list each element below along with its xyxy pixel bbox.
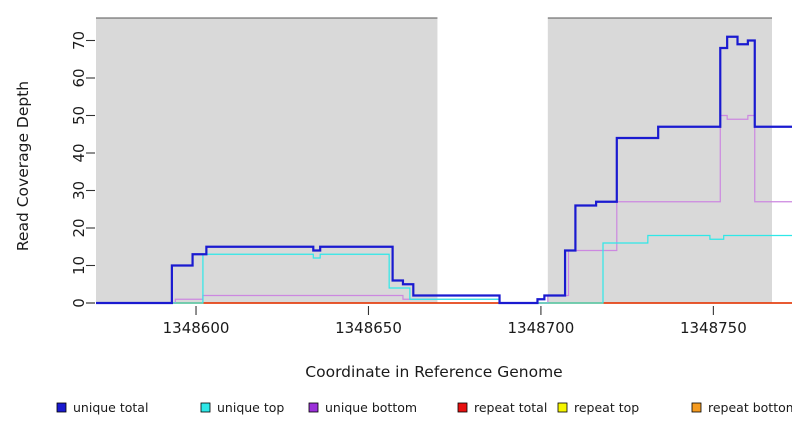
y-axis-tick-label: 50 (70, 106, 88, 125)
legend-item-unique-bottom[interactable]: unique bottom (308, 400, 417, 415)
x-axis-tick-label: 1348650 (335, 319, 402, 337)
legend: unique total unique top unique bottom repea… (56, 400, 792, 415)
legend-label: repeat bottom (708, 400, 792, 415)
legend-swatch (691, 402, 702, 413)
x-axis-tick-label: 1348600 (163, 319, 230, 337)
legend-label: unique bottom (325, 400, 417, 415)
legend-item-repeat-bottom[interactable]: repeat bottom (691, 400, 792, 415)
series-group (96, 35, 792, 305)
shaded-regions (96, 18, 772, 303)
y-axis-tick-label: 10 (70, 256, 88, 275)
legend-item-repeat-total[interactable]: repeat total (457, 400, 547, 415)
legend-swatch (557, 402, 568, 413)
y-axis-tick-label: 20 (70, 218, 88, 237)
y-axis-tick-label: 30 (70, 181, 88, 200)
x-axis-tick-label: 1348750 (680, 319, 747, 337)
x-axis-title: Coordinate in Reference Genome (305, 363, 562, 381)
series-line-unique-total (96, 35, 792, 305)
y-axis-tick-label: 70 (70, 31, 88, 50)
y-axis-tick-label: 40 (70, 143, 88, 162)
legend-item-unique-total[interactable]: unique total (56, 400, 148, 415)
legend-swatch (308, 402, 319, 413)
y-axis: 0 10 20 30 40 50 60 70 (70, 31, 95, 308)
legend-swatch (200, 402, 211, 413)
legend-swatch (56, 402, 67, 413)
y-axis-tick-label: 0 (70, 298, 88, 308)
legend-label: unique total (73, 400, 148, 415)
legend-label: repeat top (574, 400, 639, 415)
y-axis-title: Read Coverage Depth (14, 81, 32, 251)
repeat-region-left (96, 18, 438, 303)
legend-swatch (457, 402, 468, 413)
legend-label: repeat total (474, 400, 547, 415)
repeat-region-right (547, 18, 772, 303)
legend-item-unique-top[interactable]: unique top (200, 400, 284, 415)
legend-label: unique top (217, 400, 284, 415)
x-axis: 1348600 1348650 1348700 1348750 (86, 302, 747, 337)
x-axis-tick-label: 1348700 (508, 319, 575, 337)
y-axis-tick-label: 60 (70, 68, 88, 87)
legend-item-repeat-top[interactable]: repeat top (557, 400, 639, 415)
